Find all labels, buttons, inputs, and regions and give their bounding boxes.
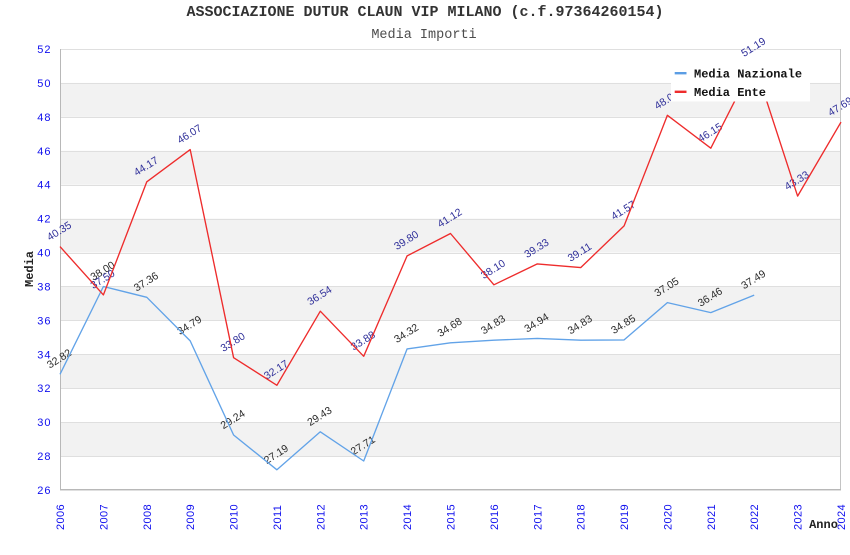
svg-text:36: 36 <box>37 315 51 327</box>
svg-text:48: 48 <box>37 112 51 124</box>
svg-text:2009: 2009 <box>185 504 197 530</box>
svg-text:52: 52 <box>37 44 51 56</box>
svg-text:2016: 2016 <box>489 504 501 530</box>
svg-text:2010: 2010 <box>229 504 241 530</box>
svg-text:2019: 2019 <box>619 504 631 530</box>
svg-text:44: 44 <box>37 180 51 192</box>
svg-text:2007: 2007 <box>98 504 110 530</box>
svg-text:38: 38 <box>37 282 51 294</box>
svg-text:42: 42 <box>37 214 51 226</box>
svg-text:2022: 2022 <box>749 504 761 530</box>
svg-text:2014: 2014 <box>402 504 414 530</box>
svg-text:2008: 2008 <box>142 504 154 530</box>
svg-text:Media Nazionale: Media Nazionale <box>694 67 802 81</box>
svg-text:2006: 2006 <box>55 504 67 530</box>
svg-text:2023: 2023 <box>793 504 805 530</box>
svg-text:2017: 2017 <box>532 504 544 530</box>
svg-text:Media Importi: Media Importi <box>371 28 476 43</box>
svg-text:2013: 2013 <box>359 504 371 530</box>
svg-text:Anno: Anno <box>809 518 838 532</box>
svg-text:ASSOCIAZIONE DUTUR CLAUN VIP M: ASSOCIAZIONE DUTUR CLAUN VIP MILANO (c.f… <box>186 4 663 21</box>
svg-text:2021: 2021 <box>706 504 718 530</box>
svg-text:2020: 2020 <box>662 504 674 530</box>
svg-text:2018: 2018 <box>576 504 588 530</box>
svg-text:Media: Media <box>23 251 37 287</box>
svg-text:32: 32 <box>37 383 51 395</box>
svg-text:2015: 2015 <box>446 504 458 530</box>
svg-text:30: 30 <box>37 417 51 429</box>
svg-text:50: 50 <box>37 78 51 90</box>
svg-text:40: 40 <box>37 248 51 260</box>
svg-text:Media Ente: Media Ente <box>694 86 766 100</box>
svg-text:28: 28 <box>37 451 51 463</box>
svg-text:26: 26 <box>37 485 51 497</box>
svg-text:2024: 2024 <box>836 504 848 530</box>
svg-text:34: 34 <box>37 349 51 361</box>
svg-text:46: 46 <box>37 146 51 158</box>
svg-text:2012: 2012 <box>315 504 327 530</box>
svg-text:2011: 2011 <box>272 505 284 530</box>
